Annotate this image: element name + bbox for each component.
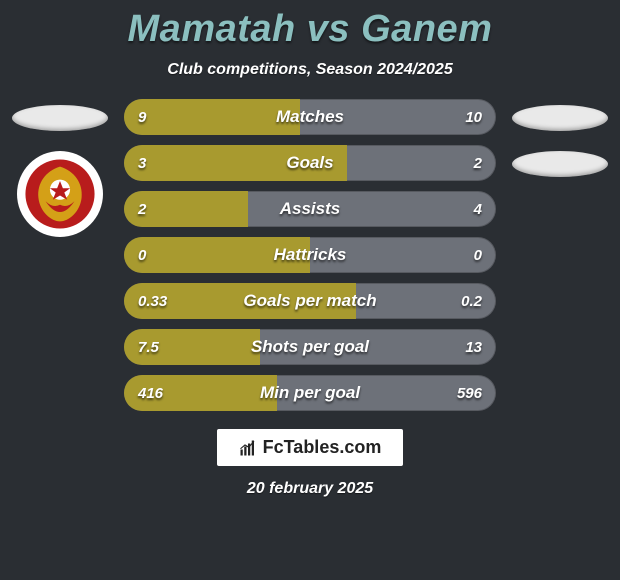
right-player-column [500, 99, 620, 411]
stat-row: Matches9 10 [124, 99, 496, 135]
stat-label: Hattricks [124, 237, 496, 273]
stat-value-left: 0.33 [138, 283, 167, 319]
crest-icon [24, 158, 96, 230]
stat-row: Hattricks0 0 [124, 237, 496, 273]
stat-label: Shots per goal [124, 329, 496, 365]
stat-label: Min per goal [124, 375, 496, 411]
brand-badge[interactable]: FcTables.com [217, 429, 404, 466]
stat-row: Goals per match0.33 0.2 [124, 283, 496, 319]
stat-label: Assists [124, 191, 496, 227]
left-club-crest [17, 151, 103, 237]
stat-value-right: 10 [465, 99, 482, 135]
right-player-ellipse-1 [512, 105, 608, 131]
footer: FcTables.com 20 february 2025 [0, 429, 620, 498]
stat-label: Goals per match [124, 283, 496, 319]
footer-date: 20 february 2025 [247, 480, 373, 498]
stat-row: Shots per goal7.5 13 [124, 329, 496, 365]
page-subtitle: Club competitions, Season 2024/2025 [0, 61, 620, 79]
left-player-column [0, 99, 120, 411]
stat-value-right: 13 [465, 329, 482, 365]
stat-label: Matches [124, 99, 496, 135]
stat-value-left: 416 [138, 375, 163, 411]
chart-icon [239, 439, 257, 457]
stat-row: Assists2 4 [124, 191, 496, 227]
stat-row: Min per goal416 596 [124, 375, 496, 411]
left-player-ellipse [12, 105, 108, 131]
brand-text: FcTables.com [263, 437, 382, 458]
page-title: Mamatah vs Ganem [0, 0, 620, 51]
body-area: Matches910Goals32Assists24Hattricks00Goa… [0, 99, 620, 411]
stat-value-left: 0 [138, 237, 146, 273]
stat-value-right: 0 [474, 237, 482, 273]
stat-value-right: 0.2 [461, 283, 482, 319]
stat-value-right: 4 [474, 191, 482, 227]
right-player-ellipse-2 [512, 151, 608, 177]
stat-value-left: 9 [138, 99, 146, 135]
stat-value-left: 7.5 [138, 329, 159, 365]
stats-bars: Matches910Goals32Assists24Hattricks00Goa… [120, 99, 500, 411]
stat-value-right: 2 [474, 145, 482, 181]
stat-value-left: 3 [138, 145, 146, 181]
stat-label: Goals [124, 145, 496, 181]
stat-value-right: 596 [457, 375, 482, 411]
stat-row: Goals3 2 [124, 145, 496, 181]
stat-value-left: 2 [138, 191, 146, 227]
